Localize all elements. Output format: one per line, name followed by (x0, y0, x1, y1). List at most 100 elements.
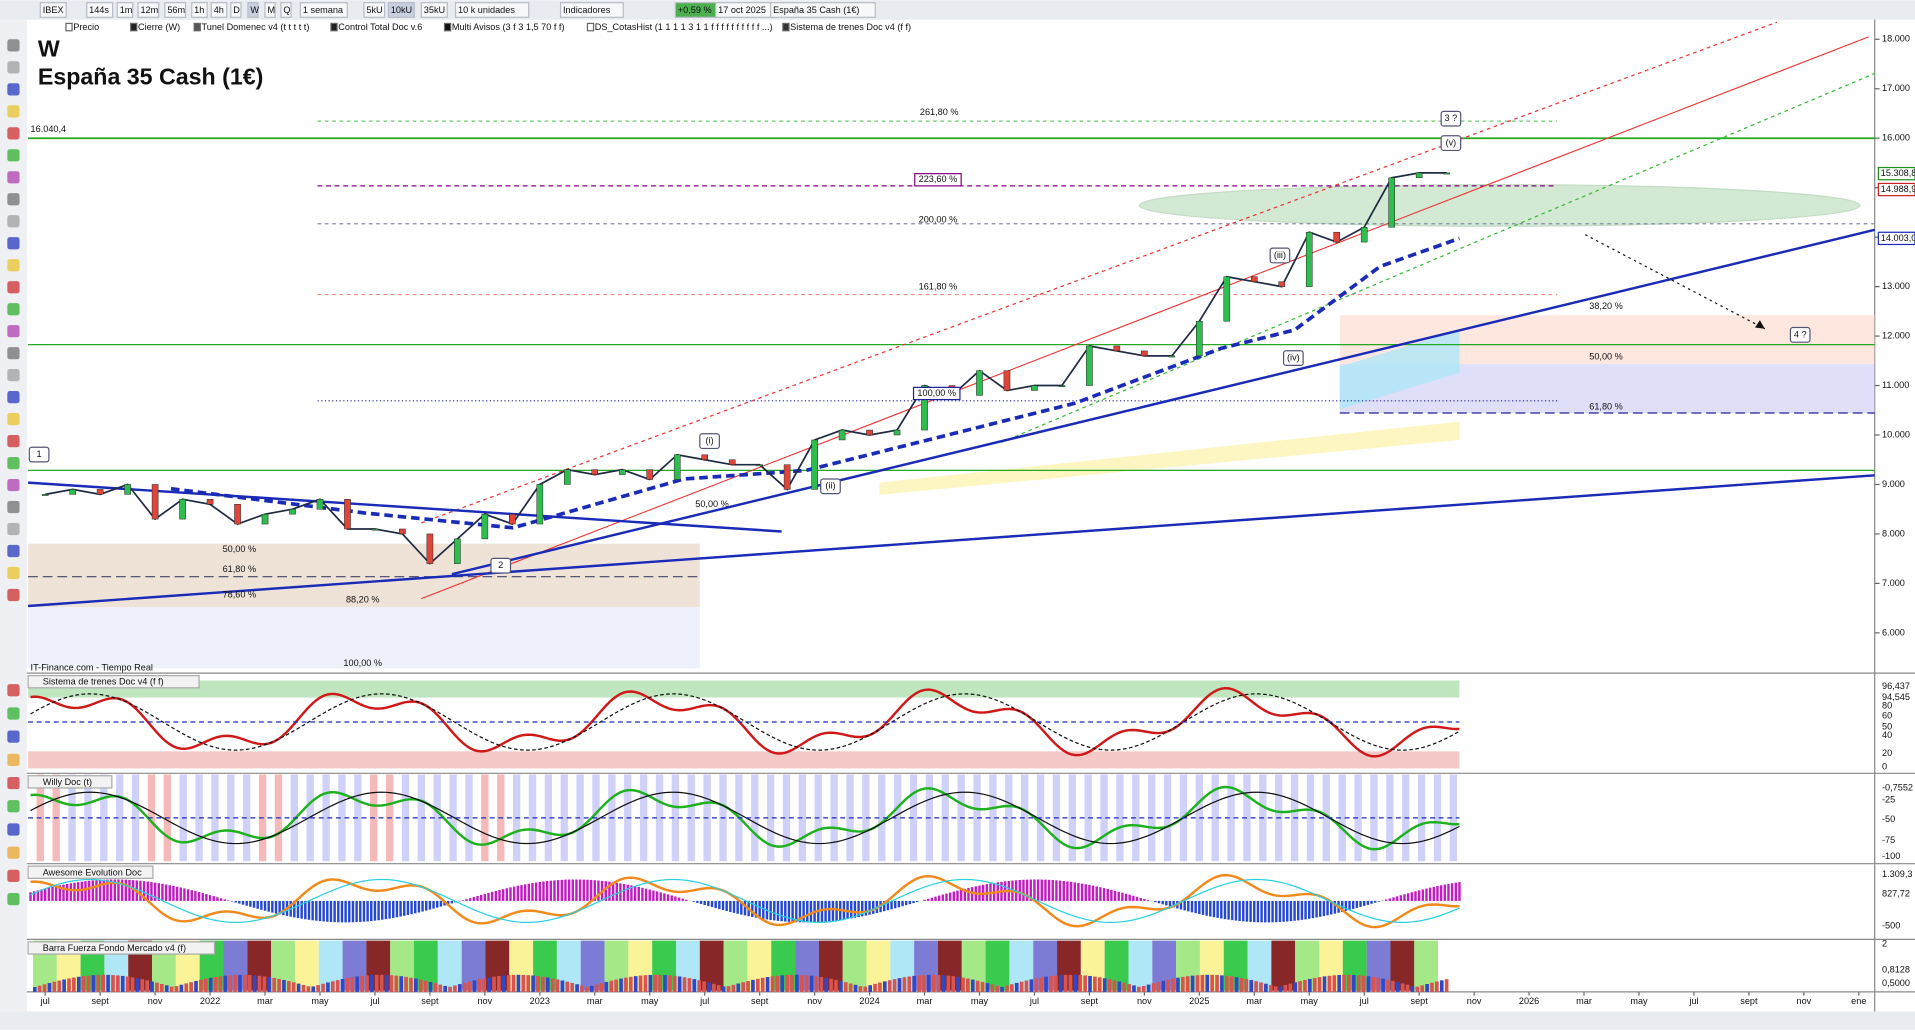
tool-icon[interactable] (7, 800, 20, 813)
bar (1332, 975, 1337, 992)
bar (692, 979, 697, 992)
zone (747, 940, 772, 991)
bar (531, 975, 535, 992)
legend-item[interactable]: Cierre (W) (138, 22, 180, 32)
tool-icon[interactable] (7, 105, 20, 118)
candle (1250, 276, 1258, 282)
toolbar-button[interactable] (770, 2, 876, 18)
tool-icon[interactable] (7, 61, 20, 74)
tool-icon[interactable] (7, 281, 20, 294)
legend-item[interactable]: DS_CotasHist (1 1 1 1 3 1 1 f f f f f f … (595, 22, 773, 32)
toolbar-button[interactable] (191, 2, 208, 18)
tool-icon[interactable] (7, 83, 20, 96)
tool-icon[interactable] (7, 588, 20, 602)
bar (1415, 986, 1420, 992)
toolbar-button[interactable] (39, 2, 67, 18)
legend-item[interactable]: Control Total Doc v.6 (338, 22, 422, 32)
bar (1185, 976, 1190, 992)
tool-icon[interactable] (7, 369, 20, 382)
toolbar-button[interactable] (420, 2, 448, 18)
tool-icon[interactable] (7, 149, 20, 162)
bar (208, 977, 213, 992)
bar (1351, 974, 1356, 992)
tool-icon[interactable] (7, 478, 20, 492)
tool-icon[interactable] (7, 303, 20, 316)
toolbar-button[interactable] (247, 2, 259, 18)
legend-item[interactable]: Precio (73, 22, 99, 32)
toolbar-button[interactable] (210, 2, 228, 18)
tool-icon[interactable] (7, 325, 20, 338)
toolbar-button[interactable] (264, 2, 276, 18)
tool-icon[interactable] (7, 500, 20, 514)
tool-icon[interactable] (7, 127, 20, 140)
tool-icon[interactable] (7, 684, 20, 697)
bar (887, 980, 892, 992)
x-tick-label: jul (1029, 996, 1039, 1006)
tool-icon[interactable] (7, 730, 20, 743)
bar (57, 980, 62, 992)
tool-icon[interactable] (7, 869, 20, 883)
bar (707, 982, 711, 992)
tool-icon[interactable] (7, 544, 20, 558)
tool-icon[interactable] (7, 237, 20, 250)
legend-item[interactable]: Sistema de trenes Doc v4 (f f) (790, 22, 911, 32)
bar (199, 979, 203, 992)
zone (1021, 774, 1029, 862)
toolbar-button[interactable] (387, 2, 415, 18)
zone (322, 774, 330, 862)
bar (365, 975, 369, 992)
legend-item[interactable]: Multi Avisos (3 f 3 1,5 70 f f) (452, 22, 565, 32)
toolbar-button[interactable] (454, 2, 530, 18)
bar (1400, 983, 1405, 992)
bar (731, 984, 736, 992)
bar (457, 984, 462, 992)
tool-icon[interactable] (7, 776, 20, 790)
legend-item[interactable]: Tunel Domenec v4 (t t t t t) (202, 22, 310, 32)
tool-icon[interactable] (7, 846, 20, 859)
zone (782, 774, 791, 862)
tool-icon[interactable] (7, 171, 20, 184)
tool-icon[interactable] (7, 39, 20, 52)
candle (673, 454, 681, 480)
tool-icon[interactable] (7, 193, 20, 206)
tool-icon[interactable] (7, 823, 20, 836)
bar (389, 975, 394, 992)
wave-label: (i) (706, 436, 714, 446)
tool-icon[interactable] (7, 259, 20, 272)
candle (976, 370, 983, 396)
bar (760, 977, 765, 992)
tool-icon[interactable] (7, 707, 20, 720)
tool-icon[interactable] (7, 566, 20, 580)
y-tick-label: 6.000 (1882, 627, 1905, 637)
toolbar-button[interactable] (86, 2, 114, 18)
tool-icon[interactable] (7, 391, 20, 404)
toolbar-button[interactable] (230, 2, 242, 18)
toolbar-button[interactable] (280, 2, 292, 18)
zone (560, 774, 568, 862)
tool-icon[interactable] (7, 435, 20, 448)
bar (428, 981, 433, 992)
bar (438, 984, 443, 992)
toolbar-button[interactable] (164, 2, 187, 18)
bar (330, 981, 335, 992)
tool-icon[interactable] (7, 413, 20, 426)
toolbar-button[interactable] (559, 2, 624, 18)
x-tick-label: mar (257, 996, 273, 1006)
bar (619, 978, 623, 992)
toolbar-button[interactable] (137, 2, 160, 18)
tool-icon[interactable] (7, 753, 20, 766)
tool-icon[interactable] (7, 456, 20, 470)
toolbar-button[interactable] (363, 2, 386, 18)
tool-icon[interactable] (7, 892, 20, 906)
tool-icon[interactable] (7, 215, 20, 228)
toolbar-button[interactable] (299, 2, 348, 18)
toolbar-label: 1m (120, 5, 133, 15)
tool-icon[interactable] (7, 522, 20, 536)
fib-label: 223,60 % (919, 174, 958, 184)
fib-label: 161,80 % (919, 282, 958, 292)
toolbar-button[interactable] (116, 2, 134, 18)
tool-icon[interactable] (7, 347, 20, 360)
zone (338, 774, 346, 862)
bar (1361, 975, 1366, 992)
bar (42, 984, 47, 992)
